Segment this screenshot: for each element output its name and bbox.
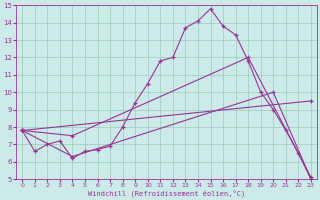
X-axis label: Windchill (Refroidissement éolien,°C): Windchill (Refroidissement éolien,°C) (88, 190, 245, 197)
